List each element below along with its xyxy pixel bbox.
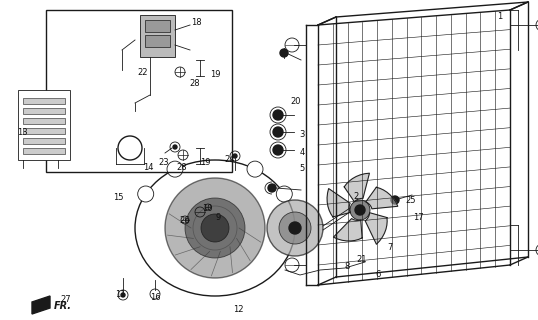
Circle shape <box>173 145 177 149</box>
Bar <box>145 20 170 32</box>
Text: 28: 28 <box>190 79 200 88</box>
Text: 27: 27 <box>61 295 72 304</box>
Bar <box>23 148 65 154</box>
Circle shape <box>355 205 365 215</box>
Polygon shape <box>334 219 362 241</box>
Text: 28: 28 <box>176 163 187 172</box>
Text: 25: 25 <box>406 196 416 205</box>
Text: 1: 1 <box>497 12 502 21</box>
Text: 7: 7 <box>387 243 393 252</box>
Bar <box>23 108 65 114</box>
Text: 8: 8 <box>344 262 350 271</box>
Text: 13: 13 <box>17 128 27 137</box>
Bar <box>23 118 65 124</box>
Circle shape <box>121 293 125 297</box>
Circle shape <box>138 186 154 202</box>
Text: 14: 14 <box>143 163 153 172</box>
Text: 22: 22 <box>138 68 148 77</box>
Circle shape <box>289 222 301 234</box>
Text: FR.: FR. <box>54 301 72 311</box>
Bar <box>46 10 232 172</box>
Text: 10: 10 <box>202 204 213 213</box>
Bar <box>23 138 65 144</box>
Text: 2: 2 <box>353 192 359 201</box>
Text: 6: 6 <box>376 270 381 279</box>
Circle shape <box>277 186 292 202</box>
Bar <box>23 128 65 134</box>
Text: 12: 12 <box>233 305 243 314</box>
Circle shape <box>167 161 183 177</box>
Circle shape <box>391 196 399 204</box>
Bar <box>18 90 70 160</box>
Text: 19: 19 <box>200 158 210 167</box>
Text: 20: 20 <box>291 97 301 106</box>
Text: 21: 21 <box>357 255 367 264</box>
Text: 9: 9 <box>215 213 221 222</box>
Circle shape <box>267 200 323 256</box>
Circle shape <box>273 127 283 137</box>
Text: 24: 24 <box>225 155 235 164</box>
Polygon shape <box>344 173 370 202</box>
Circle shape <box>268 184 276 192</box>
Bar <box>140 15 175 57</box>
Circle shape <box>201 214 229 242</box>
Circle shape <box>247 161 263 177</box>
Text: 4: 4 <box>299 148 305 157</box>
Polygon shape <box>327 188 350 217</box>
Bar <box>145 35 170 47</box>
Text: 15: 15 <box>113 193 123 202</box>
Text: 11: 11 <box>115 290 125 299</box>
Circle shape <box>273 145 283 155</box>
Polygon shape <box>365 213 387 244</box>
Circle shape <box>280 49 288 57</box>
Polygon shape <box>32 296 50 314</box>
Text: 18: 18 <box>190 18 201 27</box>
Text: 16: 16 <box>150 293 160 302</box>
Circle shape <box>233 154 237 158</box>
Text: 19: 19 <box>210 70 220 79</box>
Circle shape <box>273 110 283 120</box>
Polygon shape <box>366 187 398 209</box>
Text: 23: 23 <box>159 158 169 167</box>
Circle shape <box>350 200 370 220</box>
Bar <box>23 98 65 104</box>
Circle shape <box>185 198 245 258</box>
Circle shape <box>279 212 311 244</box>
Circle shape <box>165 178 265 278</box>
Text: 3: 3 <box>299 130 305 139</box>
Text: 5: 5 <box>299 164 305 173</box>
Text: 26: 26 <box>180 216 190 225</box>
Text: 17: 17 <box>413 213 423 222</box>
